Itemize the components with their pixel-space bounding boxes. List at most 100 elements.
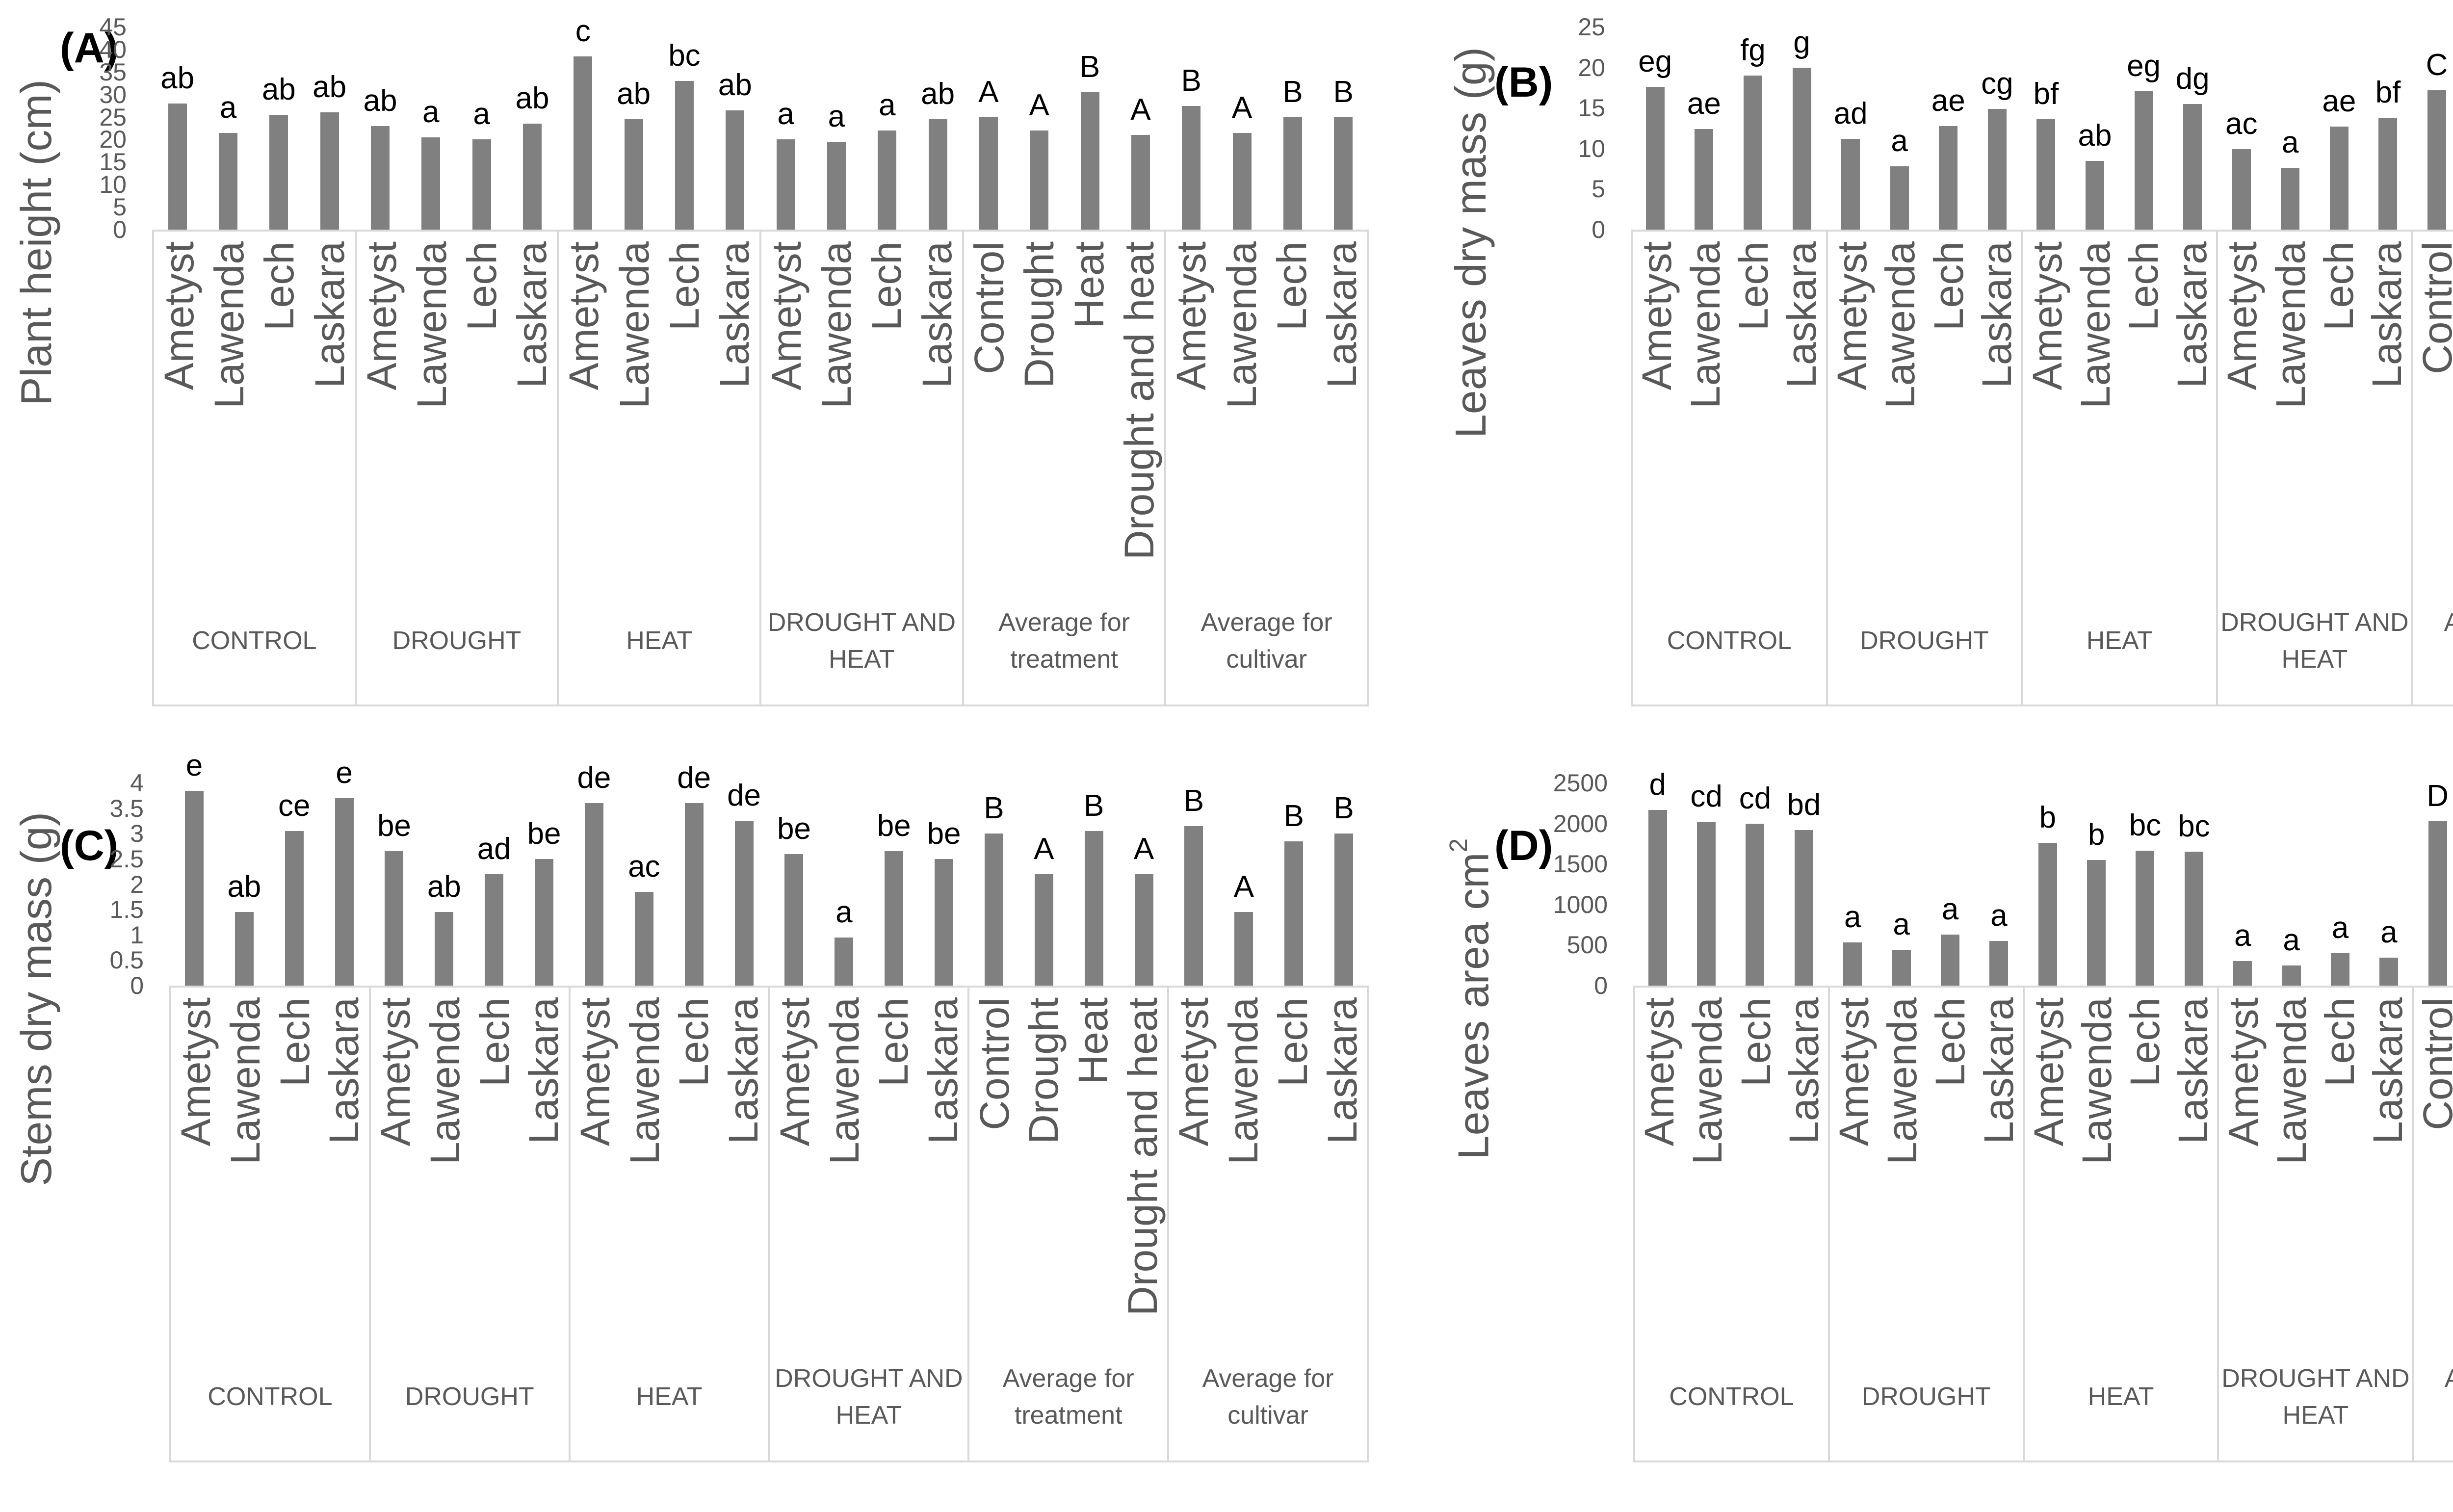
bar-slot: be bbox=[769, 783, 819, 986]
significance-letter: A bbox=[1034, 832, 1054, 866]
bar bbox=[370, 126, 390, 230]
category-slot: Laskara bbox=[2169, 988, 2217, 1334]
significance-letter: B bbox=[1283, 799, 1304, 833]
bar-slot: ae bbox=[1680, 27, 1729, 230]
category-label: Lech bbox=[471, 997, 518, 1087]
bar-slot: a bbox=[2365, 783, 2413, 986]
bar bbox=[1890, 166, 1909, 230]
category-slot: Lawenda bbox=[609, 232, 659, 578]
significance-letter: a bbox=[2234, 918, 2251, 953]
significance-letter: A bbox=[1133, 832, 1154, 866]
bar-slot: eg bbox=[1631, 27, 1680, 230]
significance-letter: a bbox=[2282, 126, 2299, 160]
category-label: Ametyst bbox=[2024, 241, 2070, 391]
category-slot: Ametyst bbox=[1830, 988, 1878, 1334]
significance-letter: a bbox=[2380, 915, 2398, 950]
category-slot: Ametyst bbox=[761, 232, 811, 578]
bar bbox=[1987, 108, 2007, 230]
category-slot: Ametyst bbox=[1633, 232, 1681, 578]
category-slot: Lawenda bbox=[1219, 988, 1268, 1334]
category-label: Control bbox=[2415, 997, 2453, 1130]
significance-letter: ab bbox=[617, 77, 651, 111]
significance-letter: eg bbox=[1638, 45, 1672, 79]
group-label: HEAT bbox=[2023, 578, 2216, 704]
bar bbox=[734, 821, 754, 986]
significance-letter: e bbox=[185, 748, 203, 782]
bar-slot: a bbox=[1926, 783, 1974, 986]
category-group: Ametyst Lawenda Lech Laskara DROUGHT bbox=[1826, 232, 2021, 704]
bar bbox=[2378, 118, 2398, 230]
chart-panel-d: (D) Leaves area cm2 2500 2000 1500 1000 500 0 d c… bbox=[1435, 756, 2453, 1512]
y-axis-title-superscript: 2 bbox=[1444, 838, 1473, 853]
bar-slot: ab bbox=[507, 27, 557, 230]
bar-slot: B bbox=[969, 783, 1019, 986]
significance-letter: b bbox=[2039, 801, 2056, 835]
significance-letter: eg bbox=[2127, 49, 2161, 83]
group-label-line: CONTROL bbox=[1669, 1382, 1794, 1411]
bar-slot: a bbox=[1875, 27, 1924, 230]
significance-letter: ab bbox=[160, 61, 195, 96]
bar bbox=[1695, 129, 1714, 230]
category-label: Laskara bbox=[711, 241, 757, 388]
category-label: Laskara bbox=[2364, 241, 2410, 388]
bar-slot: a bbox=[862, 27, 913, 230]
category-slot: Lech bbox=[457, 232, 507, 578]
category-label: Lech bbox=[661, 241, 707, 331]
bar-slot: e bbox=[169, 750, 219, 986]
significance-letter: be bbox=[377, 809, 411, 843]
y-axis-title: Leaves dry mass (g) bbox=[1441, 27, 1500, 459]
y-tick-label: 3.5 bbox=[109, 794, 144, 822]
panel-label: (C) bbox=[60, 822, 119, 869]
category-label: Lawenda bbox=[408, 241, 455, 409]
category-labels: Ametyst Lawenda Lech Laskara bbox=[2219, 988, 2412, 1334]
group-label: Average for treatment bbox=[964, 578, 1165, 704]
category-label: Lawenda bbox=[2072, 241, 2118, 409]
category-labels: Ametyst Lawenda Lech Laskara bbox=[2218, 232, 2411, 578]
category-label: Drought bbox=[1020, 997, 1067, 1144]
category-label: Ametyst bbox=[1171, 997, 1217, 1147]
bar-slot: A bbox=[1217, 27, 1267, 230]
category-slot: Laskara bbox=[1973, 232, 2021, 578]
bar-slot: A bbox=[963, 27, 1014, 230]
bar bbox=[1284, 841, 1304, 986]
bar bbox=[984, 834, 1003, 986]
category-label: Laskara bbox=[1778, 241, 1825, 388]
bar-slot: ab bbox=[219, 783, 269, 986]
category-label: Lech bbox=[459, 241, 505, 331]
plot-area: ab a ab ab ab a a ab c ab bc ab a a a ab A A B A B A B B bbox=[152, 16, 1369, 230]
bar bbox=[485, 874, 504, 986]
category-group: Ametyst Lawenda Lech Laskara HEAT bbox=[568, 988, 768, 1460]
y-axis-title: Leaves area cm2 bbox=[1441, 783, 1500, 1215]
significance-letter: a bbox=[828, 100, 845, 134]
significance-letter: a bbox=[1844, 900, 1861, 935]
category-group: Ametyst Lawenda Lech Laskara Average for cult… bbox=[1167, 988, 1367, 1460]
group-label-line: Average for bbox=[2444, 608, 2453, 637]
category-label: Lech bbox=[1925, 241, 1972, 331]
bar bbox=[574, 56, 593, 230]
category-group: Ametyst Lawenda Lech Laskara DROUGHT AND HEAT bbox=[768, 988, 967, 1460]
bar-slot: a bbox=[456, 27, 507, 230]
category-label: Lawenda bbox=[1877, 241, 1924, 409]
category-slot: Lech bbox=[1925, 232, 1973, 578]
category-label: Drought and heat bbox=[1119, 997, 1166, 1316]
bar-slot: bd bbox=[1779, 783, 1828, 986]
bar-slot: ab bbox=[419, 783, 469, 986]
bar-slot: de bbox=[569, 763, 619, 986]
category-label: Laskara bbox=[509, 241, 555, 388]
bar-slot: fg bbox=[1728, 27, 1777, 230]
category-slot: Heat bbox=[1064, 232, 1114, 578]
bar bbox=[1841, 138, 1860, 230]
category-label: Laskara bbox=[720, 997, 767, 1144]
group-label: DROUGHT AND HEAT bbox=[770, 1334, 967, 1460]
category-slot: Laskara bbox=[1317, 988, 1367, 1334]
bar bbox=[1648, 809, 1667, 986]
significance-letter: a bbox=[1891, 124, 1908, 158]
category-label: Laskara bbox=[521, 997, 567, 1144]
category-label: Heat bbox=[1070, 997, 1117, 1085]
category-group: Ametyst Lawenda Lech Laskara HEAT bbox=[2022, 988, 2218, 1460]
group-label-line: DROUGHT bbox=[1860, 626, 1989, 655]
category-label: Lawenda bbox=[813, 241, 860, 409]
category-group: Ametyst Lawenda Lech Laskara HEAT bbox=[557, 232, 759, 704]
group-label: Average for cultivar bbox=[1166, 578, 1367, 704]
